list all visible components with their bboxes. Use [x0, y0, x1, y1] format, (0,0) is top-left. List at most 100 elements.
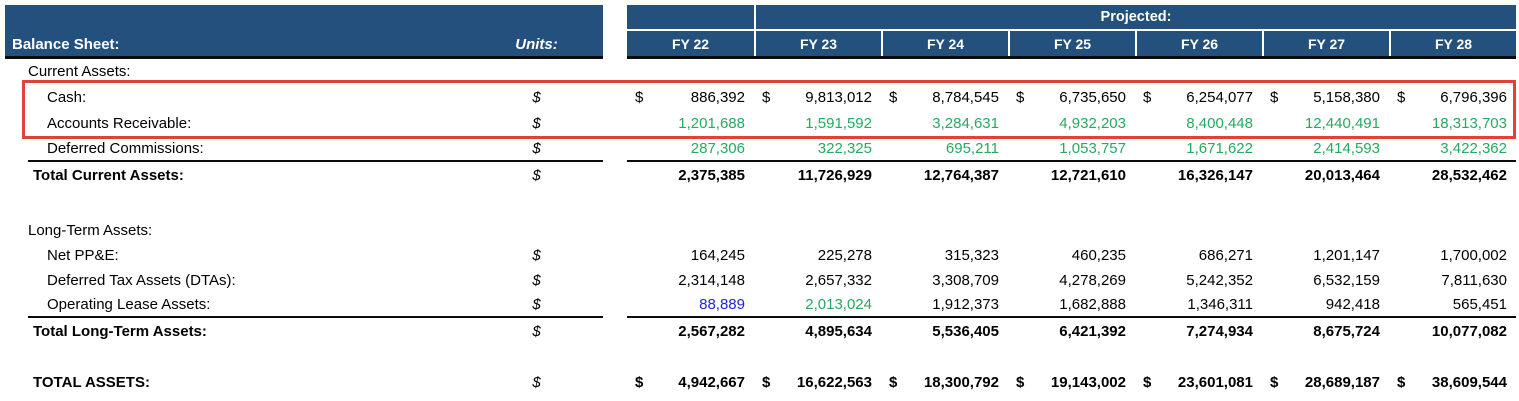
value-cell-fy-24[interactable]: 12,764,387 [881, 162, 1008, 188]
value-cell-fy-22[interactable]: $4,942,667 [627, 368, 754, 396]
value-cell-fy-23[interactable]: $9,813,012 [754, 84, 881, 110]
units-cell[interactable]: $ [532, 247, 541, 264]
row-label[interactable]: Operating Lease Assets: [47, 296, 211, 313]
value-cell-fy-26[interactable]: $6,254,077 [1135, 84, 1262, 110]
value-cell-fy-24[interactable]: 3,284,631 [881, 110, 1008, 136]
value-cell-fy-26[interactable]: 686,271 [1135, 243, 1262, 268]
value-cell-fy-23[interactable]: 225,278 [754, 243, 881, 268]
value-cell-fy-24[interactable]: 1,912,373 [881, 293, 1008, 318]
column-header-fy-23[interactable]: FY 23 [754, 31, 881, 56]
value-cell-fy-28[interactable]: 18,313,703 [1389, 110, 1516, 136]
value-cell-fy-27[interactable]: 8,675,724 [1262, 318, 1389, 344]
value-cell-fy-26[interactable]: 1,346,311 [1135, 293, 1262, 318]
row-label[interactable]: Total Long-Term Assets: [33, 322, 207, 340]
row-label[interactable]: Long-Term Assets: [28, 222, 153, 239]
column-header-fy-26[interactable]: FY 26 [1135, 31, 1262, 56]
value-cell-fy-23[interactable]: 2,657,332 [754, 268, 881, 293]
row-label[interactable]: Total Current Assets: [33, 166, 184, 184]
units-cell[interactable]: $ [532, 322, 541, 340]
value-cell-fy-27[interactable]: 20,013,464 [1262, 162, 1389, 188]
value-cell-fy-23[interactable]: $16,622,563 [754, 368, 881, 396]
value-cell-fy-22[interactable] [627, 59, 754, 84]
column-header-fy-24[interactable]: FY 24 [881, 31, 1008, 56]
row-label[interactable]: Current Assets: [28, 63, 131, 80]
value-cell-fy-28[interactable]: 565,451 [1389, 293, 1516, 318]
value-cell-fy-25[interactable]: $19,143,002 [1008, 368, 1135, 396]
value-cell-fy-23[interactable]: 322,325 [754, 136, 881, 162]
value-cell-fy-28[interactable]: $6,796,396 [1389, 84, 1516, 110]
value-cell-fy-23[interactable]: 4,895,634 [754, 318, 881, 344]
value-cell-fy-25[interactable] [1008, 59, 1135, 84]
value-cell-fy-26[interactable]: 7,274,934 [1135, 318, 1262, 344]
value-cell-fy-22[interactable]: 164,245 [627, 243, 754, 268]
value-cell-fy-26[interactable]: 8,400,448 [1135, 110, 1262, 136]
value-cell-fy-25[interactable]: 1,053,757 [1008, 136, 1135, 162]
value-cell-fy-22[interactable]: 2,314,148 [627, 268, 754, 293]
column-header-fy-27[interactable]: FY 27 [1262, 31, 1389, 56]
value-cell-fy-28[interactable] [1389, 59, 1516, 84]
value-cell-fy-23[interactable]: 11,726,929 [754, 162, 881, 188]
units-cell[interactable]: $ [532, 296, 541, 313]
units-cell[interactable]: $ [532, 88, 541, 106]
value-cell-fy-25[interactable]: 4,278,269 [1008, 268, 1135, 293]
row-label[interactable]: Accounts Receivable: [47, 114, 192, 132]
value-cell-fy-24[interactable]: 695,211 [881, 136, 1008, 162]
value-cell-fy-23[interactable] [754, 218, 881, 243]
value-cell-fy-28[interactable] [1389, 218, 1516, 243]
value-cell-fy-22[interactable]: 88,889 [627, 293, 754, 318]
value-cell-fy-27[interactable] [1262, 218, 1389, 243]
column-header-fy-22[interactable]: FY 22 [671, 35, 710, 52]
value-cell-fy-24[interactable] [881, 218, 1008, 243]
value-cell-fy-27[interactable]: $5,158,380 [1262, 84, 1389, 110]
value-cell-fy-26[interactable]: 16,326,147 [1135, 162, 1262, 188]
row-label[interactable]: Deferred Commissions: [47, 139, 204, 157]
value-cell-fy-22[interactable]: 1,201,688 [627, 110, 754, 136]
value-cell-fy-27[interactable] [1262, 59, 1389, 84]
value-cell-fy-22[interactable]: $886,392 [627, 84, 754, 110]
value-cell-fy-24[interactable] [881, 59, 1008, 84]
value-cell-fy-25[interactable]: 4,932,203 [1008, 110, 1135, 136]
column-header-fy-25[interactable]: FY 25 [1008, 31, 1135, 56]
units-cell[interactable]: $ [532, 272, 541, 289]
value-cell-fy-22[interactable]: 287,306 [627, 136, 754, 162]
value-cell-fy-27[interactable]: 942,418 [1262, 293, 1389, 318]
value-cell-fy-23[interactable] [754, 59, 881, 84]
value-cell-fy-25[interactable]: 1,682,888 [1008, 293, 1135, 318]
value-cell-fy-28[interactable]: 10,077,082 [1389, 318, 1516, 344]
value-cell-fy-26[interactable] [1135, 59, 1262, 84]
value-cell-fy-23[interactable]: 2,013,024 [754, 293, 881, 318]
value-cell-fy-27[interactable]: 1,201,147 [1262, 243, 1389, 268]
value-cell-fy-22[interactable]: 2,375,385 [627, 162, 754, 188]
value-cell-fy-27[interactable]: $28,689,187 [1262, 368, 1389, 396]
row-label[interactable]: Deferred Tax Assets (DTAs): [47, 272, 236, 289]
value-cell-fy-25[interactable]: 460,235 [1008, 243, 1135, 268]
value-cell-fy-26[interactable]: 1,671,622 [1135, 136, 1262, 162]
value-cell-fy-25[interactable] [1008, 218, 1135, 243]
value-cell-fy-28[interactable]: 3,422,362 [1389, 136, 1516, 162]
value-cell-fy-26[interactable]: 5,242,352 [1135, 268, 1262, 293]
value-cell-fy-25[interactable]: 6,421,392 [1008, 318, 1135, 344]
value-cell-fy-27[interactable]: 6,532,159 [1262, 268, 1389, 293]
value-cell-fy-22[interactable] [627, 218, 754, 243]
value-cell-fy-24[interactable]: 3,308,709 [881, 268, 1008, 293]
units-cell[interactable]: $ [532, 114, 541, 132]
row-label[interactable]: Net PP&E: [47, 247, 119, 264]
value-cell-fy-28[interactable]: 7,811,630 [1389, 268, 1516, 293]
value-cell-fy-22[interactable]: 2,567,282 [627, 318, 754, 344]
value-cell-fy-28[interactable]: 1,700,002 [1389, 243, 1516, 268]
value-cell-fy-25[interactable]: 12,721,610 [1008, 162, 1135, 188]
value-cell-fy-28[interactable]: $38,609,544 [1389, 368, 1516, 396]
value-cell-fy-27[interactable]: 2,414,593 [1262, 136, 1389, 162]
value-cell-fy-26[interactable]: $23,601,081 [1135, 368, 1262, 396]
row-label[interactable]: TOTAL ASSETS: [33, 373, 150, 391]
column-header-fy-28[interactable]: FY 28 [1389, 31, 1516, 56]
value-cell-fy-23[interactable]: 1,591,592 [754, 110, 881, 136]
value-cell-fy-25[interactable]: $6,735,650 [1008, 84, 1135, 110]
value-cell-fy-24[interactable]: 5,536,405 [881, 318, 1008, 344]
row-label[interactable]: Cash: [47, 88, 87, 106]
value-cell-fy-26[interactable] [1135, 218, 1262, 243]
value-cell-fy-24[interactable]: 315,323 [881, 243, 1008, 268]
value-cell-fy-24[interactable]: $8,784,545 [881, 84, 1008, 110]
units-cell[interactable]: $ [532, 373, 541, 391]
value-cell-fy-28[interactable]: 28,532,462 [1389, 162, 1516, 188]
